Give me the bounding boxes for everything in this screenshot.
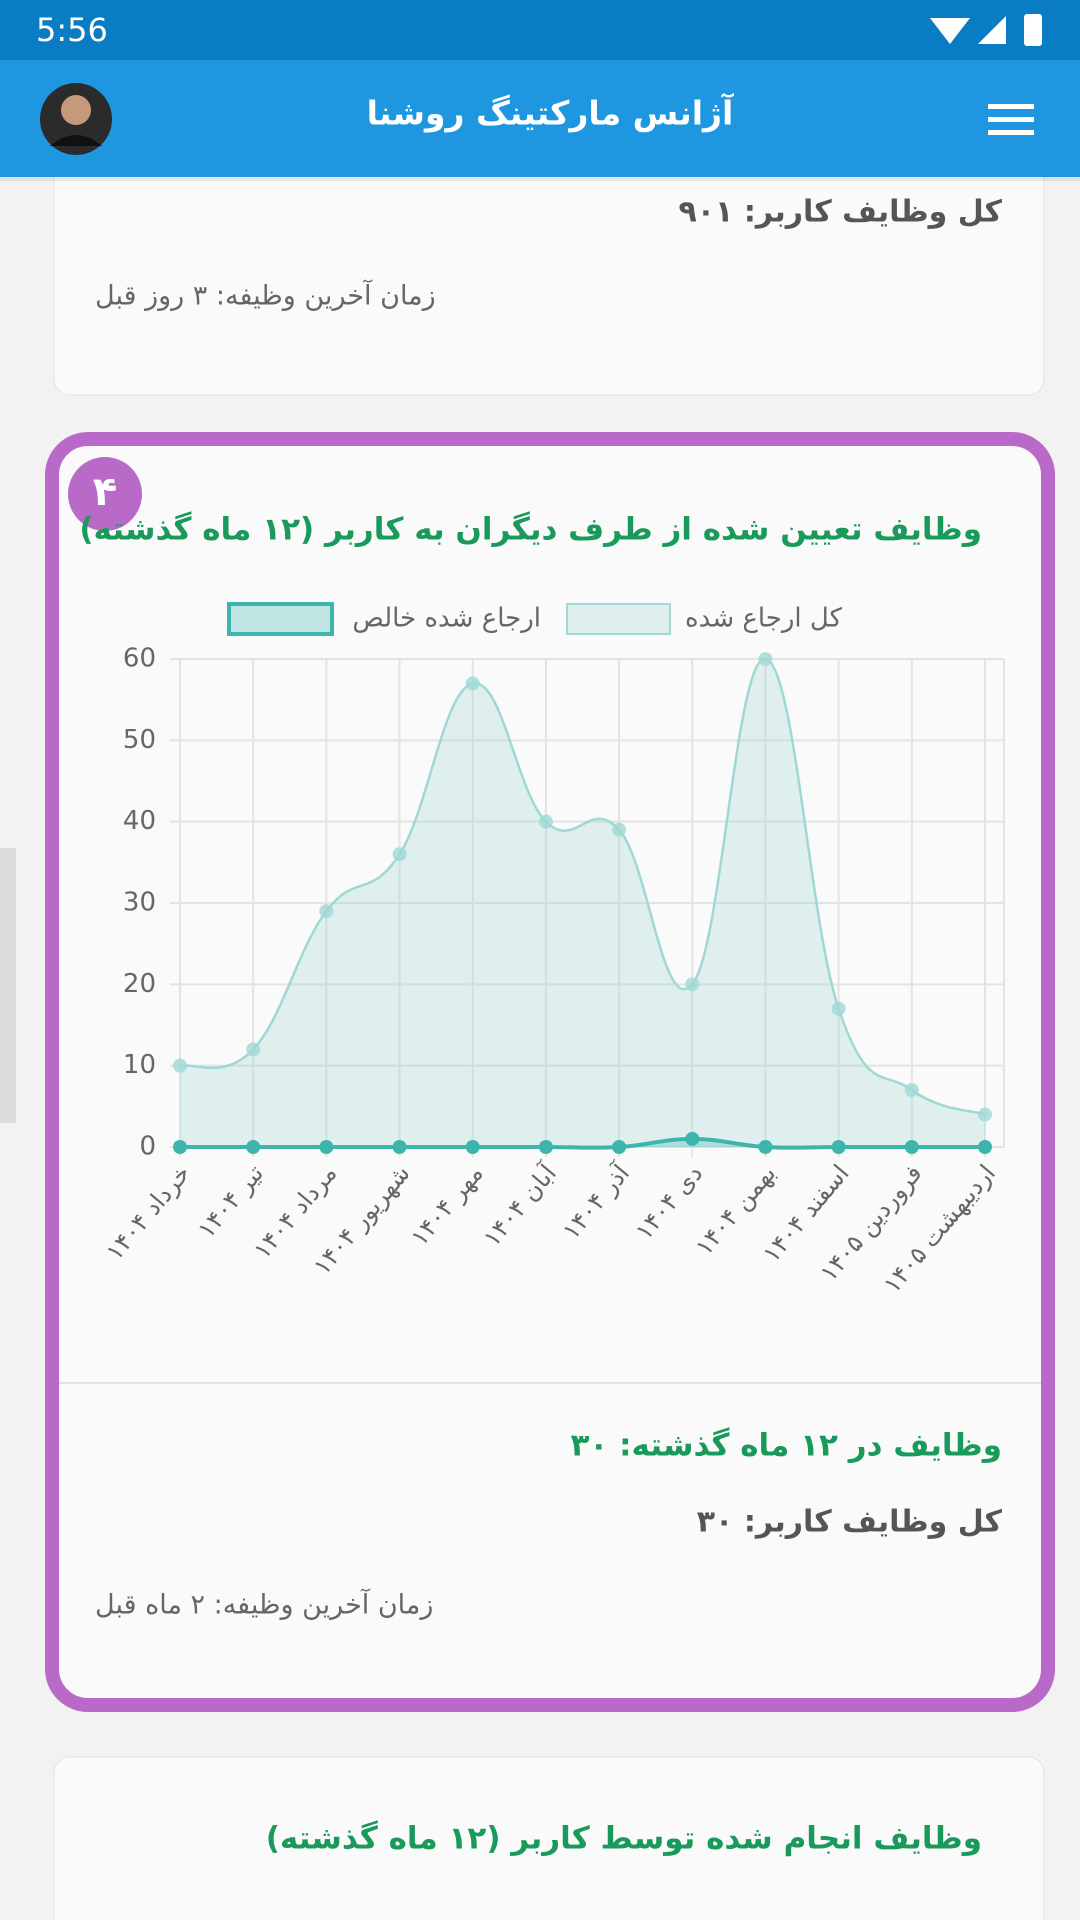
y-tick-label: 40 [123,806,156,836]
y-tick-label: 60 [123,644,156,674]
y-tick-label: 30 [123,888,156,918]
app-bar [0,60,1080,177]
status-time: 5:56 [36,11,108,49]
point [612,1140,627,1154]
point [173,1058,187,1073]
card-last-task: زمان آخرین وظیفه: ۳ روز قبل [95,280,436,312]
wifi-icon [930,18,970,44]
point [612,822,627,837]
line [180,1136,986,1150]
y-tick-label: 0 [139,1132,156,1162]
card [53,1756,1045,1920]
legend-label: کل ارجاع شده [685,604,843,634]
menu-button[interactable] [988,104,1034,135]
badge [68,457,142,531]
signal-icon [978,16,1006,44]
legend-label: ارجاع شده خالص [352,604,541,634]
point [978,1107,992,1122]
point [392,1140,407,1154]
point [758,652,773,666]
point [538,1140,553,1154]
card-total: کل وظایف کاربر: ۹۰۱ [678,195,1002,230]
legend-swatch [566,603,671,635]
menu-bar [988,117,1034,122]
card-title: وظایف تعیین شده از طرف دیگران به کاربر (… [79,511,982,548]
point [978,1140,992,1154]
chart-card [45,432,1055,1712]
area [180,658,985,1147]
avatar-face [61,95,91,125]
badge-number: ۴ [93,469,117,515]
scroll-indicator [0,848,16,1123]
point [685,1131,700,1146]
avatar[interactable] [40,83,112,155]
app-title: آژانس مارکتینگ روشنا [367,93,734,134]
card-last-task: زمان آخرین وظیفه: ۲ ماه قبل [95,1589,433,1621]
point [685,977,700,992]
point [465,676,480,691]
menu-bar [988,130,1034,135]
point [246,1140,261,1154]
legend-swatch [227,602,334,636]
point [465,1140,480,1154]
avatar-body [50,135,102,146]
y-tick-label: 50 [123,725,156,755]
point [758,1140,773,1154]
y-tick-label: 20 [123,969,156,999]
card-total: کل وظایف کاربر: ۳۰ [697,1505,1003,1540]
menu-bar [988,104,1034,109]
point [319,1140,334,1154]
point [392,847,407,862]
point [904,1083,919,1098]
app-bar-shadow [0,177,1080,181]
y-tick-label: 10 [123,1050,156,1080]
point [904,1140,919,1154]
period-total: وظایف در ۱۲ ماه گذشته: ۳۰ [571,1427,1003,1464]
battery-icon [1024,14,1042,46]
point [831,1140,846,1154]
point [319,904,334,919]
point [538,814,553,829]
point [246,1042,261,1057]
card-title: وظایف انجام شده توسط کاربر (۱۲ ماه گذشته… [266,1820,982,1857]
point [173,1140,187,1154]
point [831,1001,846,1016]
status-bar [0,0,1080,60]
